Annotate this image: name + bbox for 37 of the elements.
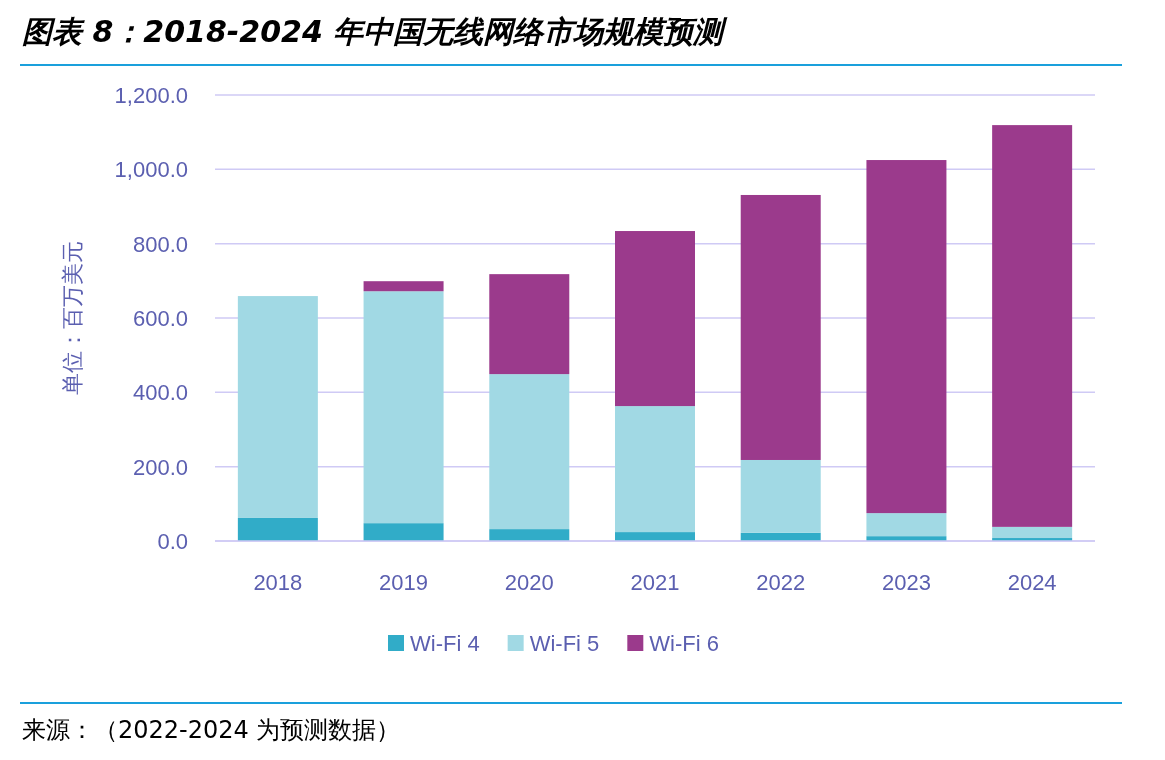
bar xyxy=(615,532,695,541)
bar xyxy=(992,125,1073,527)
bar xyxy=(615,406,695,533)
source-note: 来源：（2022-2024 为预测数据） xyxy=(22,716,401,744)
bar xyxy=(489,374,570,530)
legend-label: Wi-Fi 6 xyxy=(649,631,719,656)
bar xyxy=(237,517,318,541)
bar xyxy=(992,526,1073,539)
bar xyxy=(740,459,821,533)
x-tick-label: 2023 xyxy=(881,570,931,595)
y-tick-label: 0.0 xyxy=(157,529,188,554)
x-tick-label: 2018 xyxy=(253,570,303,595)
bar xyxy=(363,281,444,292)
y-tick-label: 400.0 xyxy=(132,380,188,406)
legend-label: Wi-Fi 5 xyxy=(529,631,600,656)
y-tick-label: 1,200.0 xyxy=(114,83,188,108)
bar xyxy=(363,523,444,541)
x-tick-label: 2019 xyxy=(379,570,429,595)
bar xyxy=(866,513,947,537)
legend-label: Wi-Fi 4 xyxy=(410,631,480,656)
bar xyxy=(866,160,947,514)
x-tick-label: 2024 xyxy=(1007,570,1057,595)
x-tick-label: 2020 xyxy=(504,570,554,595)
y-axis-title: 单位：百万美元 xyxy=(60,241,85,395)
y-tick-label: 600.0 xyxy=(132,306,188,331)
bar xyxy=(489,529,570,541)
bar xyxy=(237,296,318,518)
bar xyxy=(363,291,444,524)
y-tick-label: 800.0 xyxy=(132,231,188,257)
y-tick-label: 200.0 xyxy=(132,454,188,480)
bar xyxy=(489,274,570,375)
bar xyxy=(615,231,695,407)
x-tick-label: 2022 xyxy=(756,570,806,595)
y-tick-label: 1,000.0 xyxy=(114,157,188,183)
bar xyxy=(740,194,821,460)
x-tick-label: 2021 xyxy=(630,570,680,595)
chart-title: 图表 8：2018-2024 年中国无线网络市场规模预测 xyxy=(22,14,729,49)
